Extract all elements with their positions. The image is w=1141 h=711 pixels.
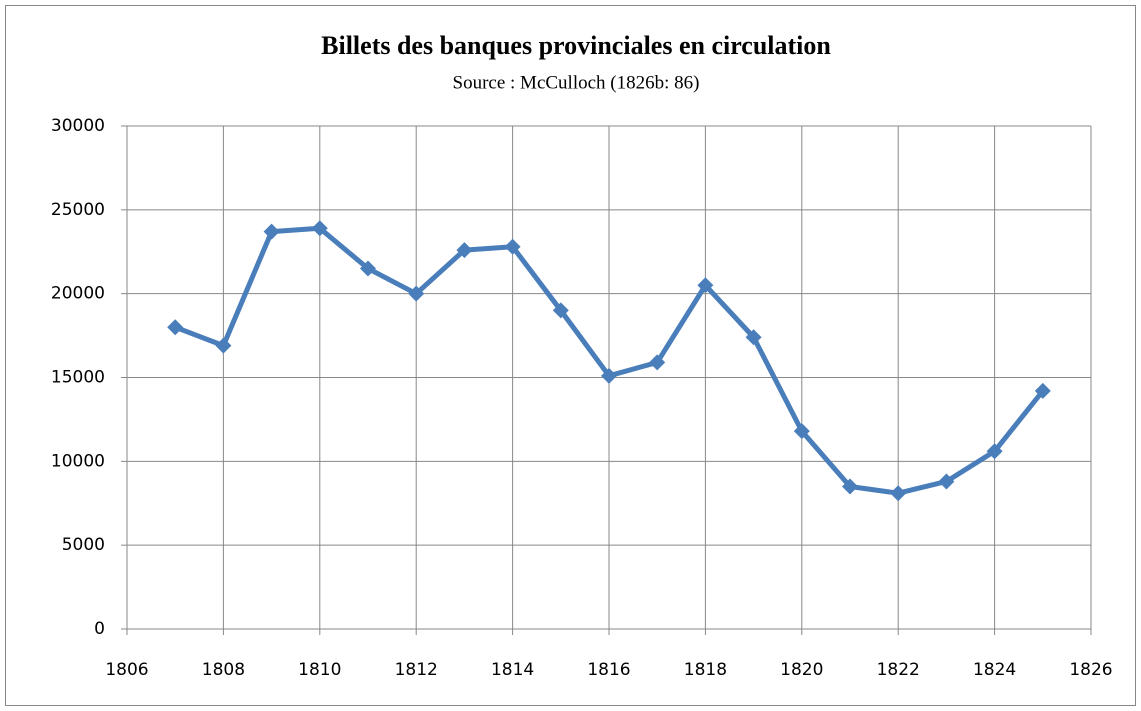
data-marker (552, 302, 569, 319)
data-marker (986, 443, 1003, 460)
data-marker (167, 319, 184, 336)
data-marker (793, 423, 810, 440)
x-tick-label: 1808 (202, 660, 245, 680)
x-tick-label: 1820 (780, 660, 823, 680)
data-marker (649, 354, 666, 371)
data-marker (408, 285, 425, 302)
x-tick-label: 1814 (491, 660, 534, 680)
x-tick-label: 1824 (973, 660, 1016, 680)
y-tick-label: 15000 (51, 368, 105, 388)
y-tick-label: 0 (94, 619, 105, 639)
data-marker (215, 337, 232, 354)
chart-border (5, 5, 1136, 706)
y-tick-label: 10000 (51, 451, 105, 471)
y-tick-label: 25000 (51, 200, 105, 220)
x-tick-label: 1826 (1069, 660, 1112, 680)
x-tick-label: 1822 (877, 660, 920, 680)
y-tick-label: 30000 (51, 116, 105, 136)
data-marker (504, 238, 521, 255)
chart-subtitle: Source : McCulloch (1826b: 86) (453, 72, 700, 93)
data-marker (890, 485, 907, 502)
x-tick-label: 1806 (105, 660, 148, 680)
data-marker (842, 478, 858, 495)
data-marker (745, 329, 762, 346)
data-marker (311, 220, 328, 237)
x-tick-label: 1816 (587, 660, 630, 680)
data-marker (263, 223, 280, 240)
x-tick-label: 1812 (395, 660, 438, 680)
x-tick-label: 1810 (298, 660, 341, 680)
chart-title: Billets des banques provinciales en circ… (321, 31, 831, 60)
y-tick-label: 5000 (62, 535, 105, 555)
data-marker (360, 260, 376, 277)
data-marker (601, 367, 617, 384)
data-marker (1034, 382, 1051, 399)
data-marker (456, 242, 473, 259)
y-tick-label: 20000 (51, 284, 105, 304)
data-marker (938, 473, 955, 490)
x-tick-label: 1818 (684, 660, 727, 680)
data-marker (697, 277, 714, 294)
